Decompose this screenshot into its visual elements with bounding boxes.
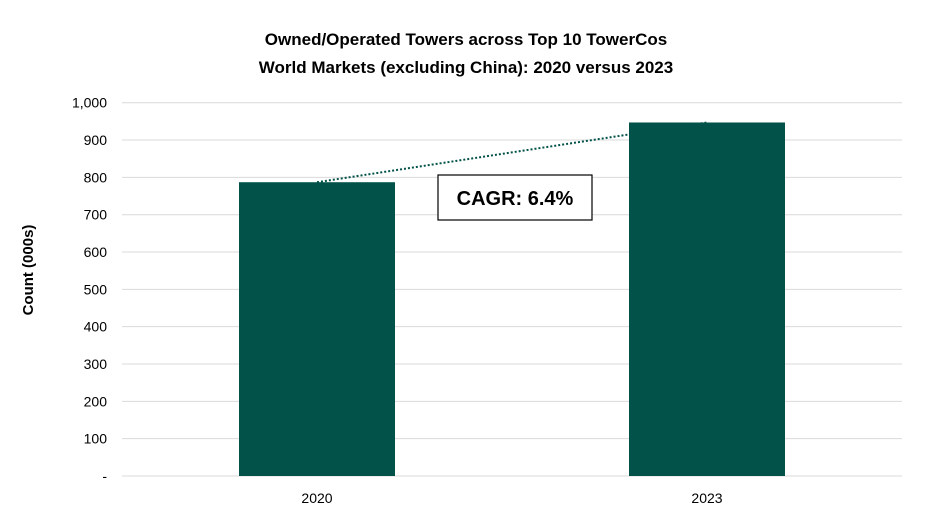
y-tick-label: 600 [84,244,108,260]
y-tick-label: 700 [84,207,108,223]
y-tick-label: - [102,468,107,484]
y-tick-label: 100 [84,431,108,447]
chart-title-line-2: World Markets (excluding China): 2020 ve… [259,58,673,77]
bar-2023 [629,122,785,477]
x-tick-label: 2020 [301,490,332,506]
bar-2020 [239,182,395,477]
y-axis-label: Count (000s) [20,225,37,316]
y-tick-label: 1,000 [72,95,107,111]
cagr-annotation: CAGR: 6.4% [437,174,593,221]
y-tick-label: 300 [84,356,108,372]
annotation-box [437,174,593,221]
y-tick-label: 400 [84,319,108,335]
y-tick-label: 500 [84,281,108,297]
chart-title-line-1: Owned/Operated Towers across Top 10 Towe… [265,30,667,49]
y-tick-label: 200 [84,393,108,409]
trendline [316,121,708,184]
annotation-text: CAGR: 6.4% [457,188,574,210]
y-tick-label: 800 [84,169,108,185]
x-tick-label: 2023 [691,490,722,506]
y-tick-label: 900 [84,132,108,148]
